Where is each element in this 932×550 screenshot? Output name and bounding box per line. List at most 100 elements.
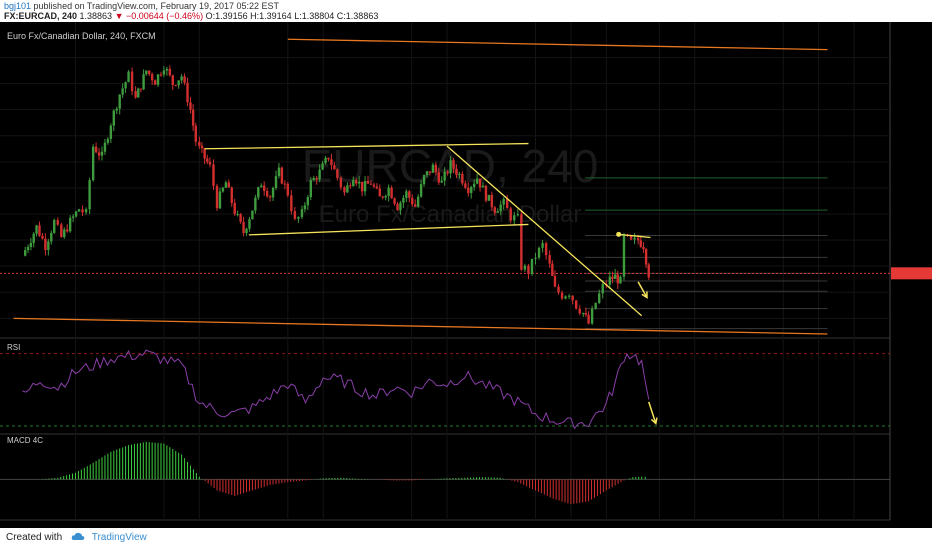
candle-body [393,198,396,204]
last-price: 1.38863 [79,11,113,21]
candle-body [578,308,581,314]
candle-body [245,228,248,234]
candle-body [251,210,254,220]
candle-body [88,180,91,210]
candle-body [452,160,455,169]
candle-body [567,295,571,297]
candle-body [263,185,266,191]
price-change: ▼ −0.00644 (−0.46%) [114,11,204,21]
candle-body [177,80,180,86]
candle-body [118,94,121,109]
candle-body [467,187,470,194]
candle-body [115,108,118,111]
low-value: 1.38804 [301,11,335,21]
symbol-label: FX:EURCAD, 240 [4,11,78,21]
candle-body [286,183,289,196]
falling-line-line [446,145,643,317]
candle-body [41,235,44,239]
candle-body [208,161,212,165]
candle-body [239,214,242,222]
pane-title: Euro Fx/Canadian Dollar, 240, FXCM [7,31,156,41]
candle-body [124,82,127,89]
candle-body [509,208,512,221]
candle-body [553,275,557,287]
candle-body [174,85,177,87]
candle-body [44,238,47,250]
candle-body [502,198,505,205]
rsi-down-arrow-head [650,417,658,426]
candle-body [378,188,382,197]
candle-body [355,180,358,184]
candle-body [24,250,27,256]
candle-body [38,225,41,236]
candle-body [233,202,236,215]
candle-body [464,183,467,188]
candle-body [458,173,461,175]
candle-body [257,187,260,198]
candle-body [68,217,72,232]
flag-top-line [204,142,529,150]
fib-anchor-point [616,231,622,237]
candle-body [153,80,157,85]
quote-line: FX:EURCAD, 240 1.38863 ▼ −0.00644 (−0.46… [4,11,379,21]
candle-body [212,164,215,186]
candle-body [300,209,304,218]
candle-body [180,76,183,81]
candle-body [194,125,197,142]
candle-body [265,190,269,197]
candle-body [587,314,590,324]
candle-body [127,71,130,83]
candle-body [616,274,619,284]
candle-body [357,181,361,184]
candle-body [537,247,541,258]
candle-body [137,88,140,98]
publisher-name[interactable]: bgj101 [4,1,32,11]
watermark-name: Euro Fx/Canadian Dollar [319,201,582,228]
candle-body [520,214,523,270]
candle-body [437,172,440,183]
grid [0,22,891,521]
candle-body [408,191,411,198]
candle-body [121,88,124,95]
rsi-series-line [22,349,650,430]
candle-body [499,204,502,212]
candle-body [387,187,390,197]
candle-body [642,246,645,250]
tradingview-brand[interactable]: TradingView [91,532,147,543]
fib-retracement[interactable] [0,177,932,330]
candle-body [478,178,482,188]
candle-body [221,187,225,192]
candle-body [277,167,281,177]
candle-body [218,191,222,209]
candle-body [523,265,527,270]
candle-body [171,75,174,86]
chart-area[interactable]: EURCAD, 240 Euro Fx/Canadian Dollar Euro… [0,22,932,528]
candle-body [416,196,420,207]
candle-body [544,243,548,256]
candle-body [309,180,312,198]
chart-canvas[interactable]: EURCAD, 240 Euro Fx/Canadian Dollar Euro… [0,22,932,528]
candle-body [189,102,192,110]
candle-body [26,246,30,251]
candle-body [112,110,116,126]
candle-body [290,195,293,212]
rsi-down-arrow [648,401,657,424]
candle-body [206,158,209,162]
candle-body [186,82,189,103]
created-with-text: Created with [6,532,63,543]
candle-body [590,308,594,324]
macd-label: MACD 4C [7,436,43,445]
candle-body [321,163,324,170]
candle-body [293,211,297,219]
candle-body [455,168,458,175]
candle-body [428,171,432,173]
candle-body [242,221,245,234]
candle-body [168,68,172,76]
candle-body [530,258,534,275]
candles [24,65,650,325]
candle-body [330,159,333,166]
candle-body [268,196,272,198]
candle-body [47,241,50,250]
tradingview-cloud-icon [71,532,85,540]
trendlines[interactable] [13,38,828,335]
